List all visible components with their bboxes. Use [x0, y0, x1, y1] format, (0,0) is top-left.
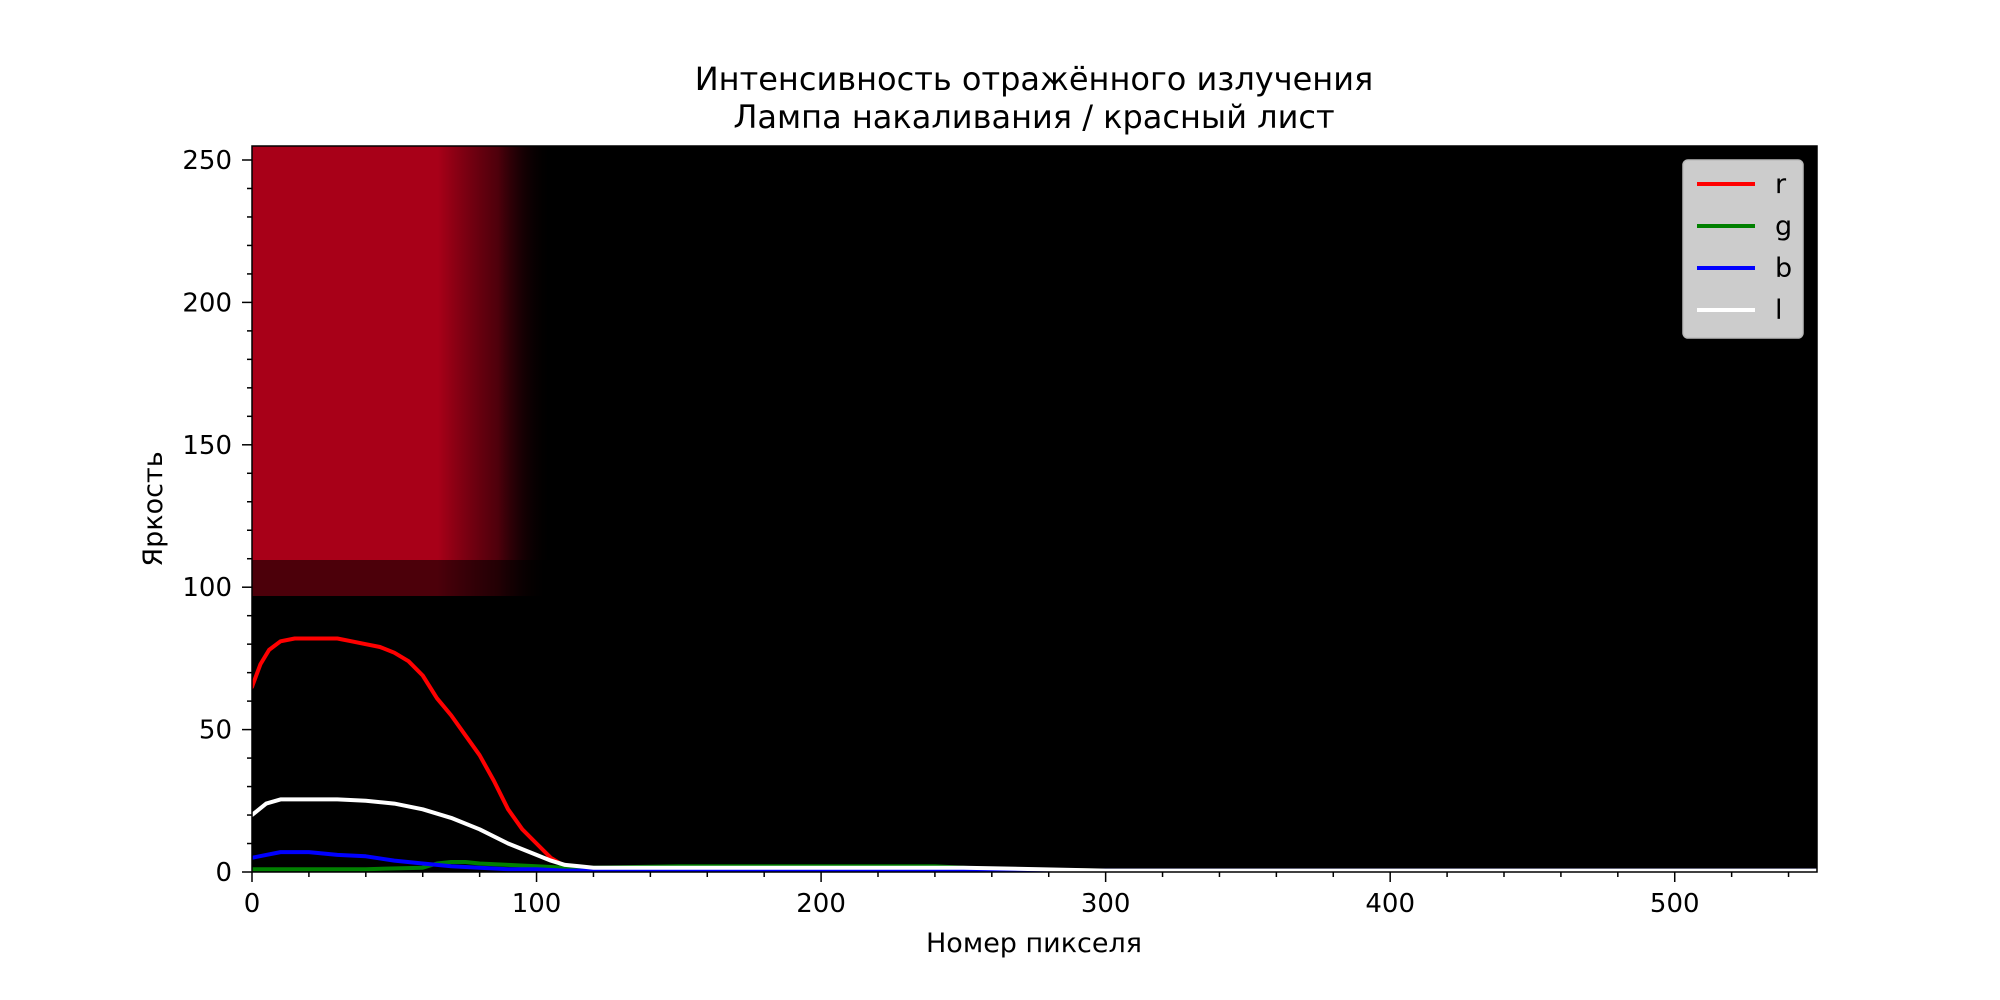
legend-box — [1682, 159, 1804, 339]
x-axis-label: Номер пикселя — [926, 928, 1142, 959]
y-tick-label: 0 — [215, 858, 232, 888]
x-tick-label: 100 — [512, 889, 562, 919]
plot-frame — [251, 145, 1818, 873]
y-axis: 0 50 100 150 200 250 — [182, 146, 252, 888]
plot-area — [252, 146, 1817, 872]
x-tick-label: 400 — [1365, 889, 1415, 919]
legend-label-r: r — [1775, 169, 1787, 200]
x-tick-label: 200 — [796, 889, 846, 919]
chart-subtitle: Лампа накаливания / красный лист — [733, 98, 1334, 136]
y-tick-label: 200 — [182, 288, 232, 318]
series-layer — [252, 636, 1817, 872]
y-axis-label: Яркость — [138, 451, 169, 566]
y-tick-label: 100 — [182, 573, 232, 603]
x-tick-label: 300 — [1081, 889, 1131, 919]
series-line-b — [252, 850, 1817, 872]
x-axis: 0 100 200 300 400 500 — [244, 872, 1790, 919]
legend-label-l: l — [1775, 295, 1783, 326]
x-tick-label: 500 — [1650, 889, 1700, 919]
y-tick-label: 150 — [182, 431, 232, 461]
series-line-l — [252, 797, 1817, 872]
legend-label-g: g — [1775, 211, 1792, 242]
chart-title: Интенсивность отражённого излучения — [695, 60, 1374, 98]
y-tick-label: 250 — [182, 146, 232, 176]
red-strip-bottom-fade — [252, 560, 552, 596]
red-reflection-strip — [252, 146, 552, 596]
legend-label-b: b — [1775, 253, 1792, 284]
y-tick-label: 50 — [199, 716, 232, 746]
x-tick-label: 0 — [244, 889, 261, 919]
